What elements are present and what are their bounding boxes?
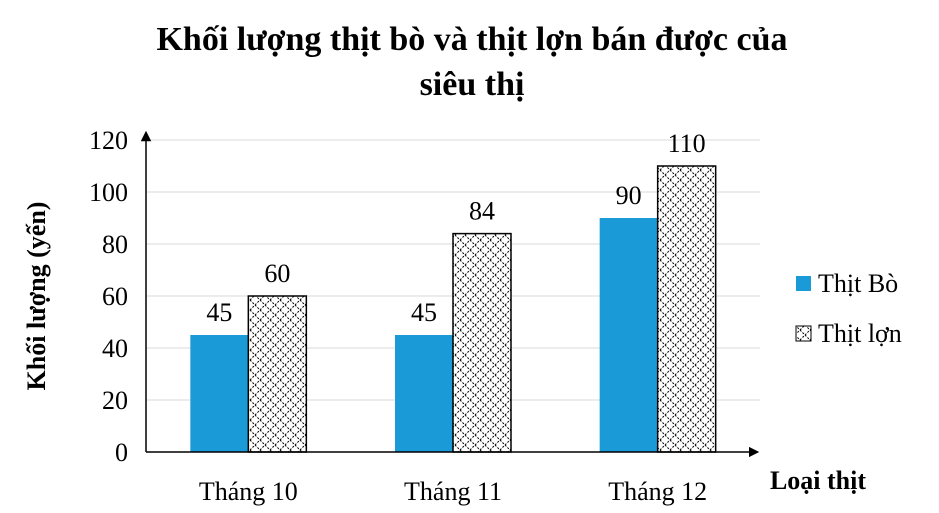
data-label: 84 bbox=[469, 197, 495, 226]
data-label: 60 bbox=[264, 259, 290, 288]
category-label: Tháng 11 bbox=[404, 477, 502, 506]
axes bbox=[140, 130, 760, 458]
chart-title-line-2: siêu thị bbox=[420, 66, 525, 103]
category-labels: Tháng 10 Tháng 11 Tháng 12 bbox=[199, 477, 707, 506]
y-tick-label: 100 bbox=[89, 178, 128, 207]
data-label: 110 bbox=[668, 129, 706, 158]
bar-thit-lon-1 bbox=[452, 232, 512, 453]
data-label: 45 bbox=[411, 298, 437, 327]
legend-label: Thịt lợn bbox=[818, 319, 902, 348]
category-label: Tháng 12 bbox=[608, 477, 707, 506]
data-label: 45 bbox=[206, 298, 232, 327]
bar-thit-bo-0 bbox=[190, 335, 249, 452]
y-tick-label: 0 bbox=[115, 438, 128, 467]
y-tick-label: 120 bbox=[89, 126, 128, 155]
legend-swatch-thit-lon bbox=[795, 325, 812, 342]
y-tick-label: 80 bbox=[102, 230, 128, 259]
legend-swatch-thit-bo bbox=[796, 276, 811, 291]
data-labels: 45 60 45 84 90 110 bbox=[206, 129, 705, 327]
bars bbox=[190, 165, 717, 453]
data-label: 90 bbox=[616, 181, 642, 210]
chart-title-line-1: Khối lượng thịt bò và thịt lợn bán được … bbox=[156, 21, 787, 58]
y-tick-labels: 0 20 40 60 80 100 120 bbox=[89, 126, 128, 467]
legend-label: Thịt Bò bbox=[818, 269, 898, 298]
x-axis-label: Loại thịt bbox=[770, 466, 866, 495]
bar-thit-bo-2 bbox=[599, 218, 658, 452]
bar-thit-lon-0 bbox=[247, 295, 308, 453]
bar-thit-lon-2 bbox=[656, 165, 717, 453]
bar-thit-bo-1 bbox=[395, 335, 453, 452]
y-tick-label: 40 bbox=[102, 334, 128, 363]
category-label: Tháng 10 bbox=[199, 477, 298, 506]
y-tick-label: 60 bbox=[102, 282, 128, 311]
legend: Thịt Bò Thịt lợn bbox=[795, 269, 902, 348]
y-axis-label: Khối lượng (yến) bbox=[22, 202, 51, 391]
y-tick-label: 20 bbox=[102, 386, 128, 415]
